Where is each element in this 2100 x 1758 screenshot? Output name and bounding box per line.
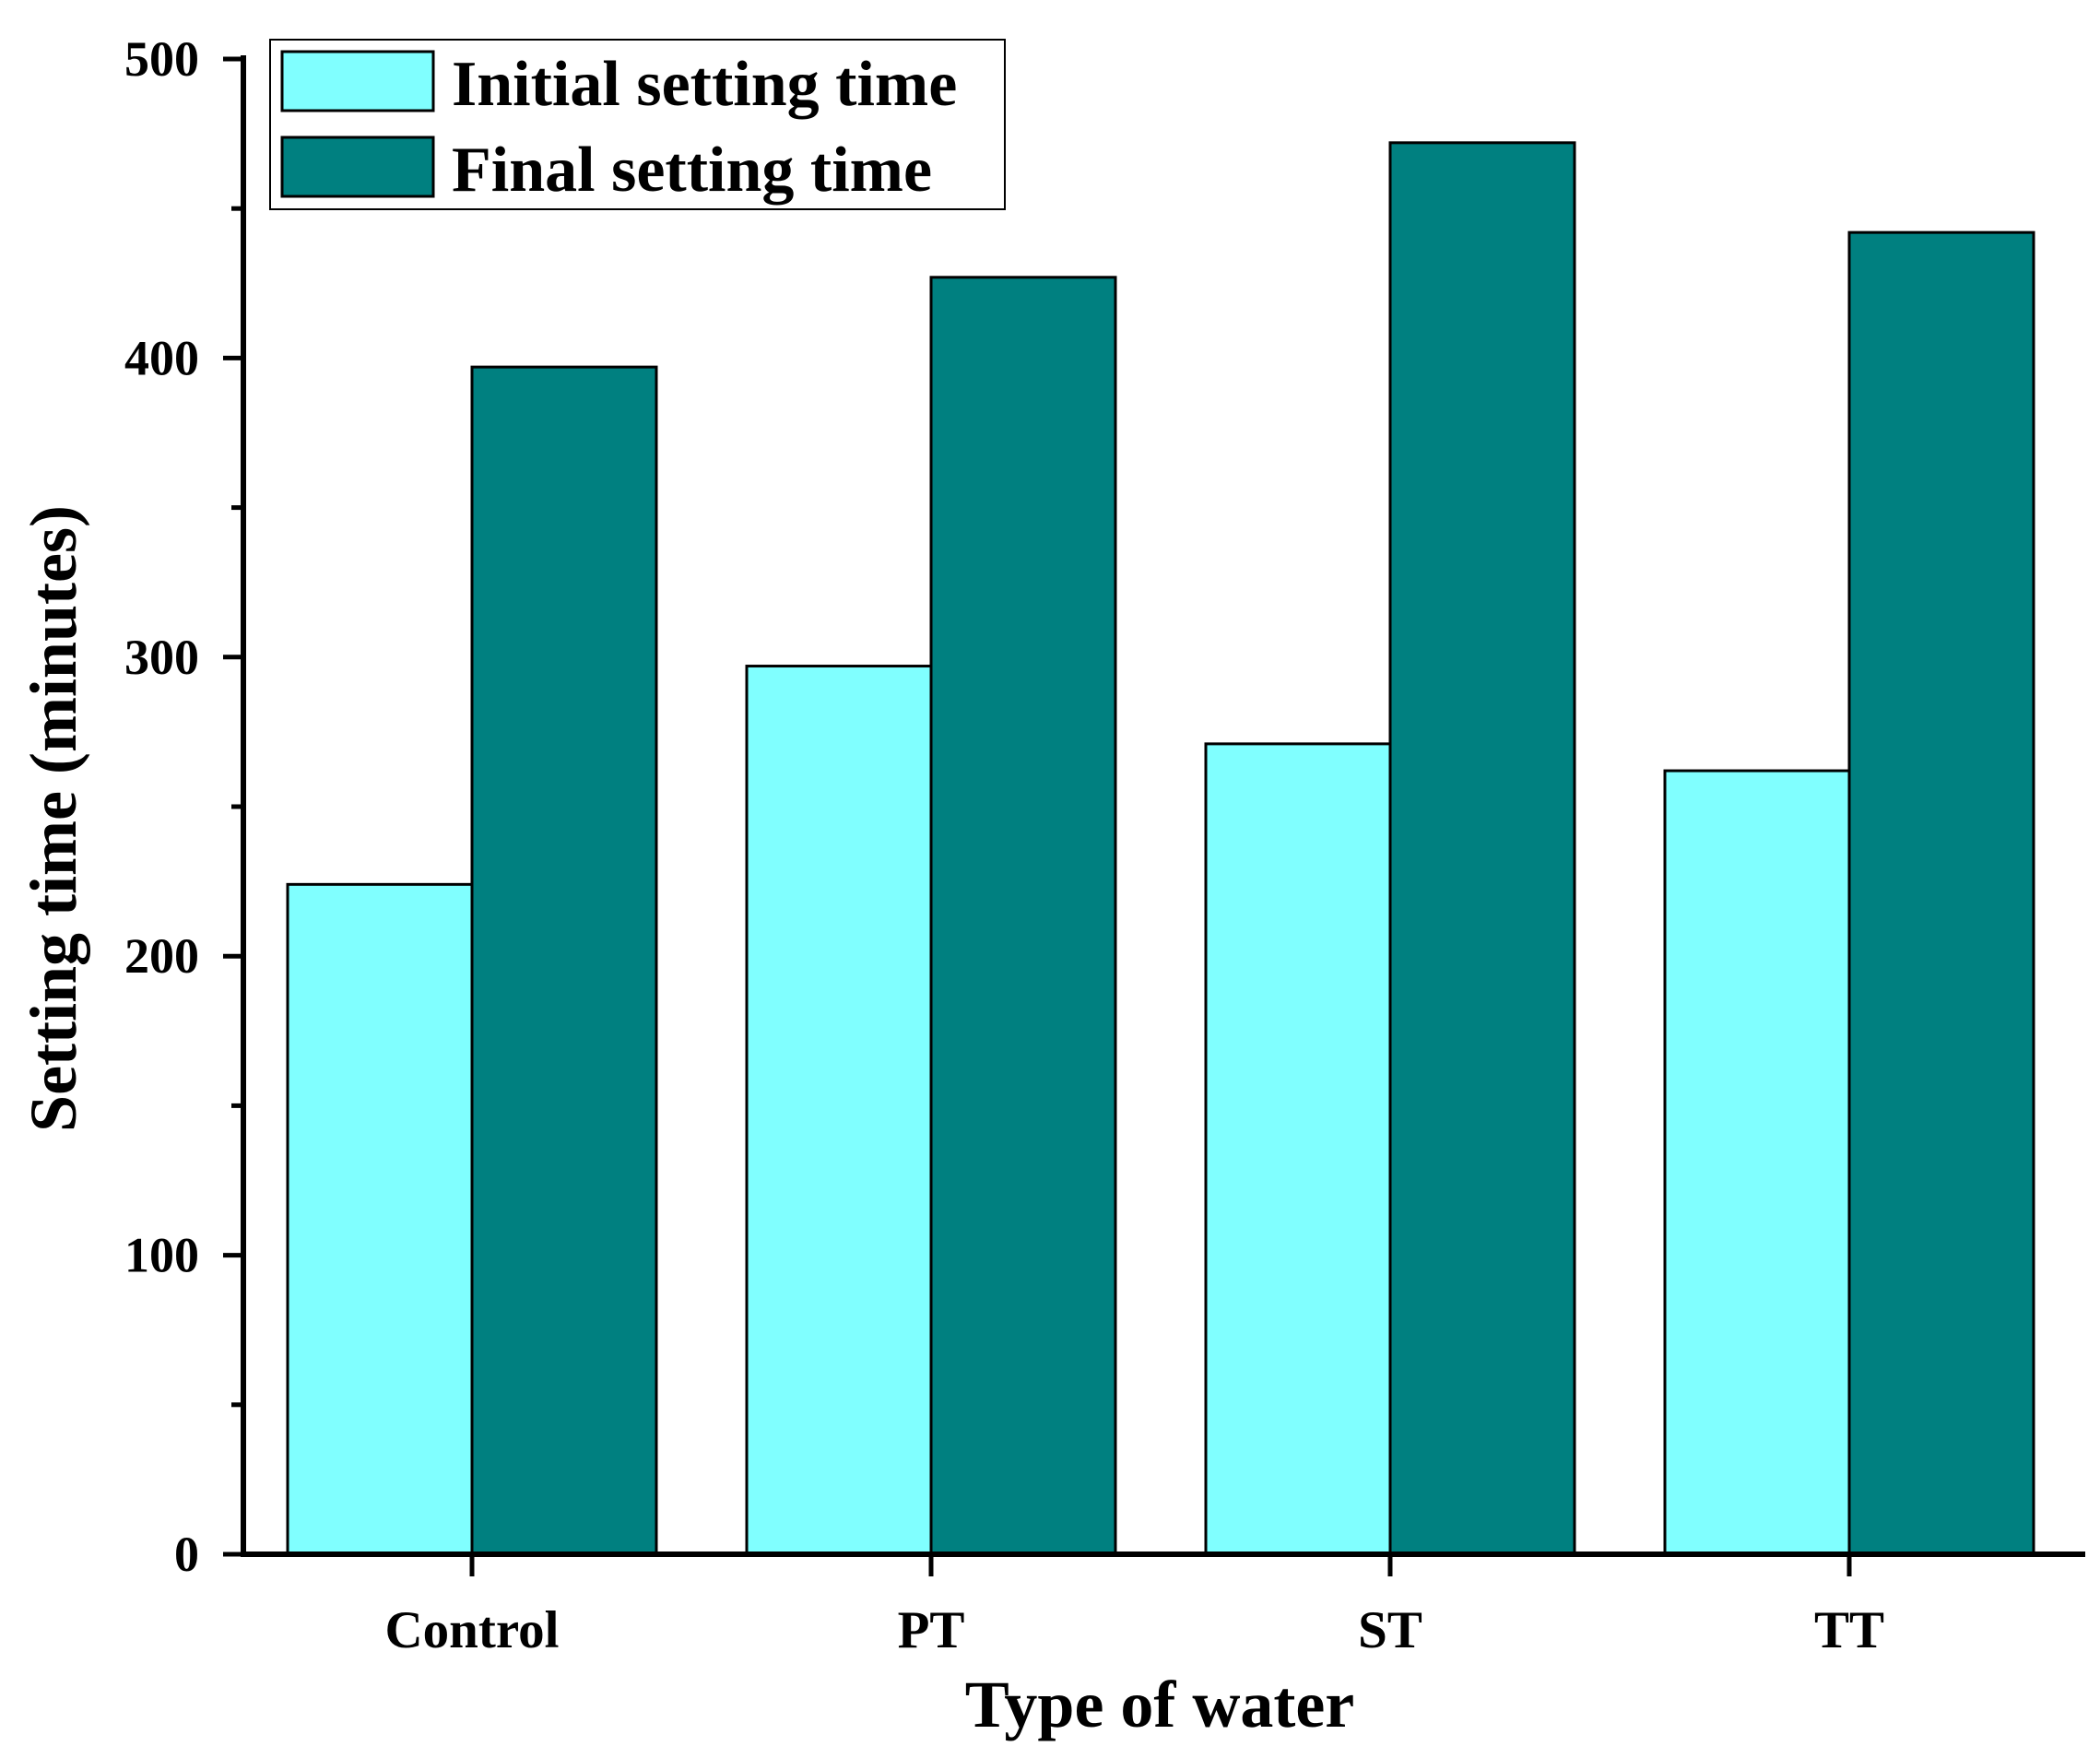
bars-layer (286, 141, 2035, 1556)
legend-swatch-initial (280, 50, 435, 112)
legend-label-initial: Initial setting time (452, 49, 957, 120)
x-tick-label-tt: TT (1814, 1601, 1884, 1659)
bar-final-tt (1847, 230, 2035, 1556)
bar-final-st (1388, 141, 1576, 1556)
x-tick-label-st: ST (1358, 1601, 1422, 1659)
y-tick-label: 400 (124, 330, 199, 385)
y-tick-label: 0 (174, 1527, 199, 1582)
y-tick-label: 500 (124, 31, 199, 87)
x-ticks: Control PT ST TT (385, 1554, 1884, 1659)
x-tick-label-pt: PT (898, 1601, 965, 1659)
legend: Initial setting time Final setting time (269, 39, 1006, 210)
x-axis-title: Type of water (965, 1668, 1355, 1741)
bar-initial-control (286, 882, 474, 1556)
y-tick-label: 100 (124, 1228, 199, 1283)
y-tick-label: 300 (124, 630, 199, 685)
bar-final-pt (929, 276, 1117, 1556)
x-tick-label-control: Control (385, 1601, 560, 1659)
y-axis-title: Setting time (minutes) (17, 505, 90, 1132)
bar-initial-pt (745, 665, 933, 1556)
bar-final-control (470, 365, 658, 1556)
bar-initial-st (1204, 742, 1392, 1556)
y-tick-label: 200 (124, 928, 199, 984)
bar-initial-tt (1663, 769, 1851, 1556)
y-ticks: 0 100 200 300 400 500 (124, 31, 243, 1582)
legend-swatch-final (280, 136, 435, 198)
legend-label-final: Final setting time (452, 135, 932, 206)
